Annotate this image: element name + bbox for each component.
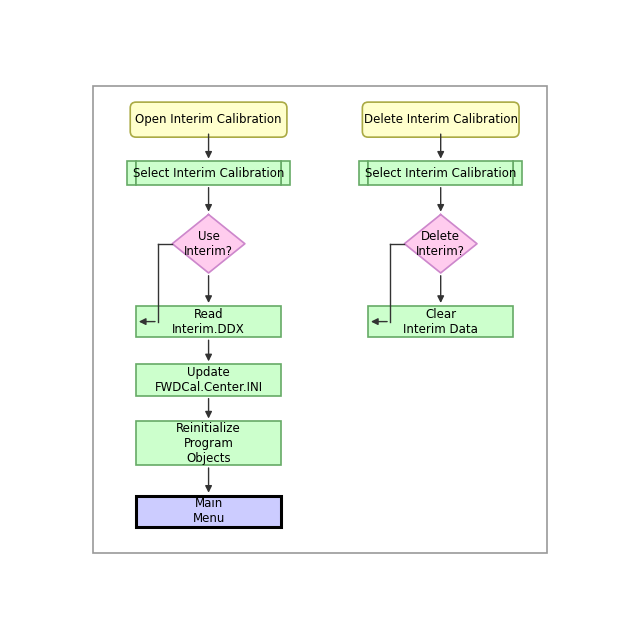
Bar [513,162,522,185]
Text: Open Interim Calibration: Open Interim Calibration [135,113,282,126]
Polygon shape [172,214,245,273]
Text: Delete
Interim?: Delete Interim? [416,229,466,258]
Bar [136,422,281,465]
Text: Reinitialize
Program
Objects: Reinitialize Program Objects [176,422,241,465]
Bar [136,162,281,185]
Bar [127,162,136,185]
Bar [136,364,281,396]
Bar [136,495,281,527]
Text: Clear
Interim Data: Clear Interim Data [403,308,478,336]
Text: Update
FWDCal.Center.INI: Update FWDCal.Center.INI [155,366,263,394]
Text: Delete Interim Calibration: Delete Interim Calibration [364,113,518,126]
Bar [368,306,513,337]
Text: Main
Menu: Main Menu [192,497,225,525]
Polygon shape [404,214,477,273]
FancyBboxPatch shape [363,102,519,137]
Bar [136,306,281,337]
Bar [281,162,290,185]
Text: Select Interim Calibration: Select Interim Calibration [365,167,517,179]
Text: Read
Interim.DDX: Read Interim.DDX [172,308,245,336]
FancyBboxPatch shape [130,102,287,137]
Bar [359,162,368,185]
Text: Select Interim Calibration: Select Interim Calibration [133,167,285,179]
Text: Use
Interim?: Use Interim? [184,229,233,258]
Bar [368,162,513,185]
